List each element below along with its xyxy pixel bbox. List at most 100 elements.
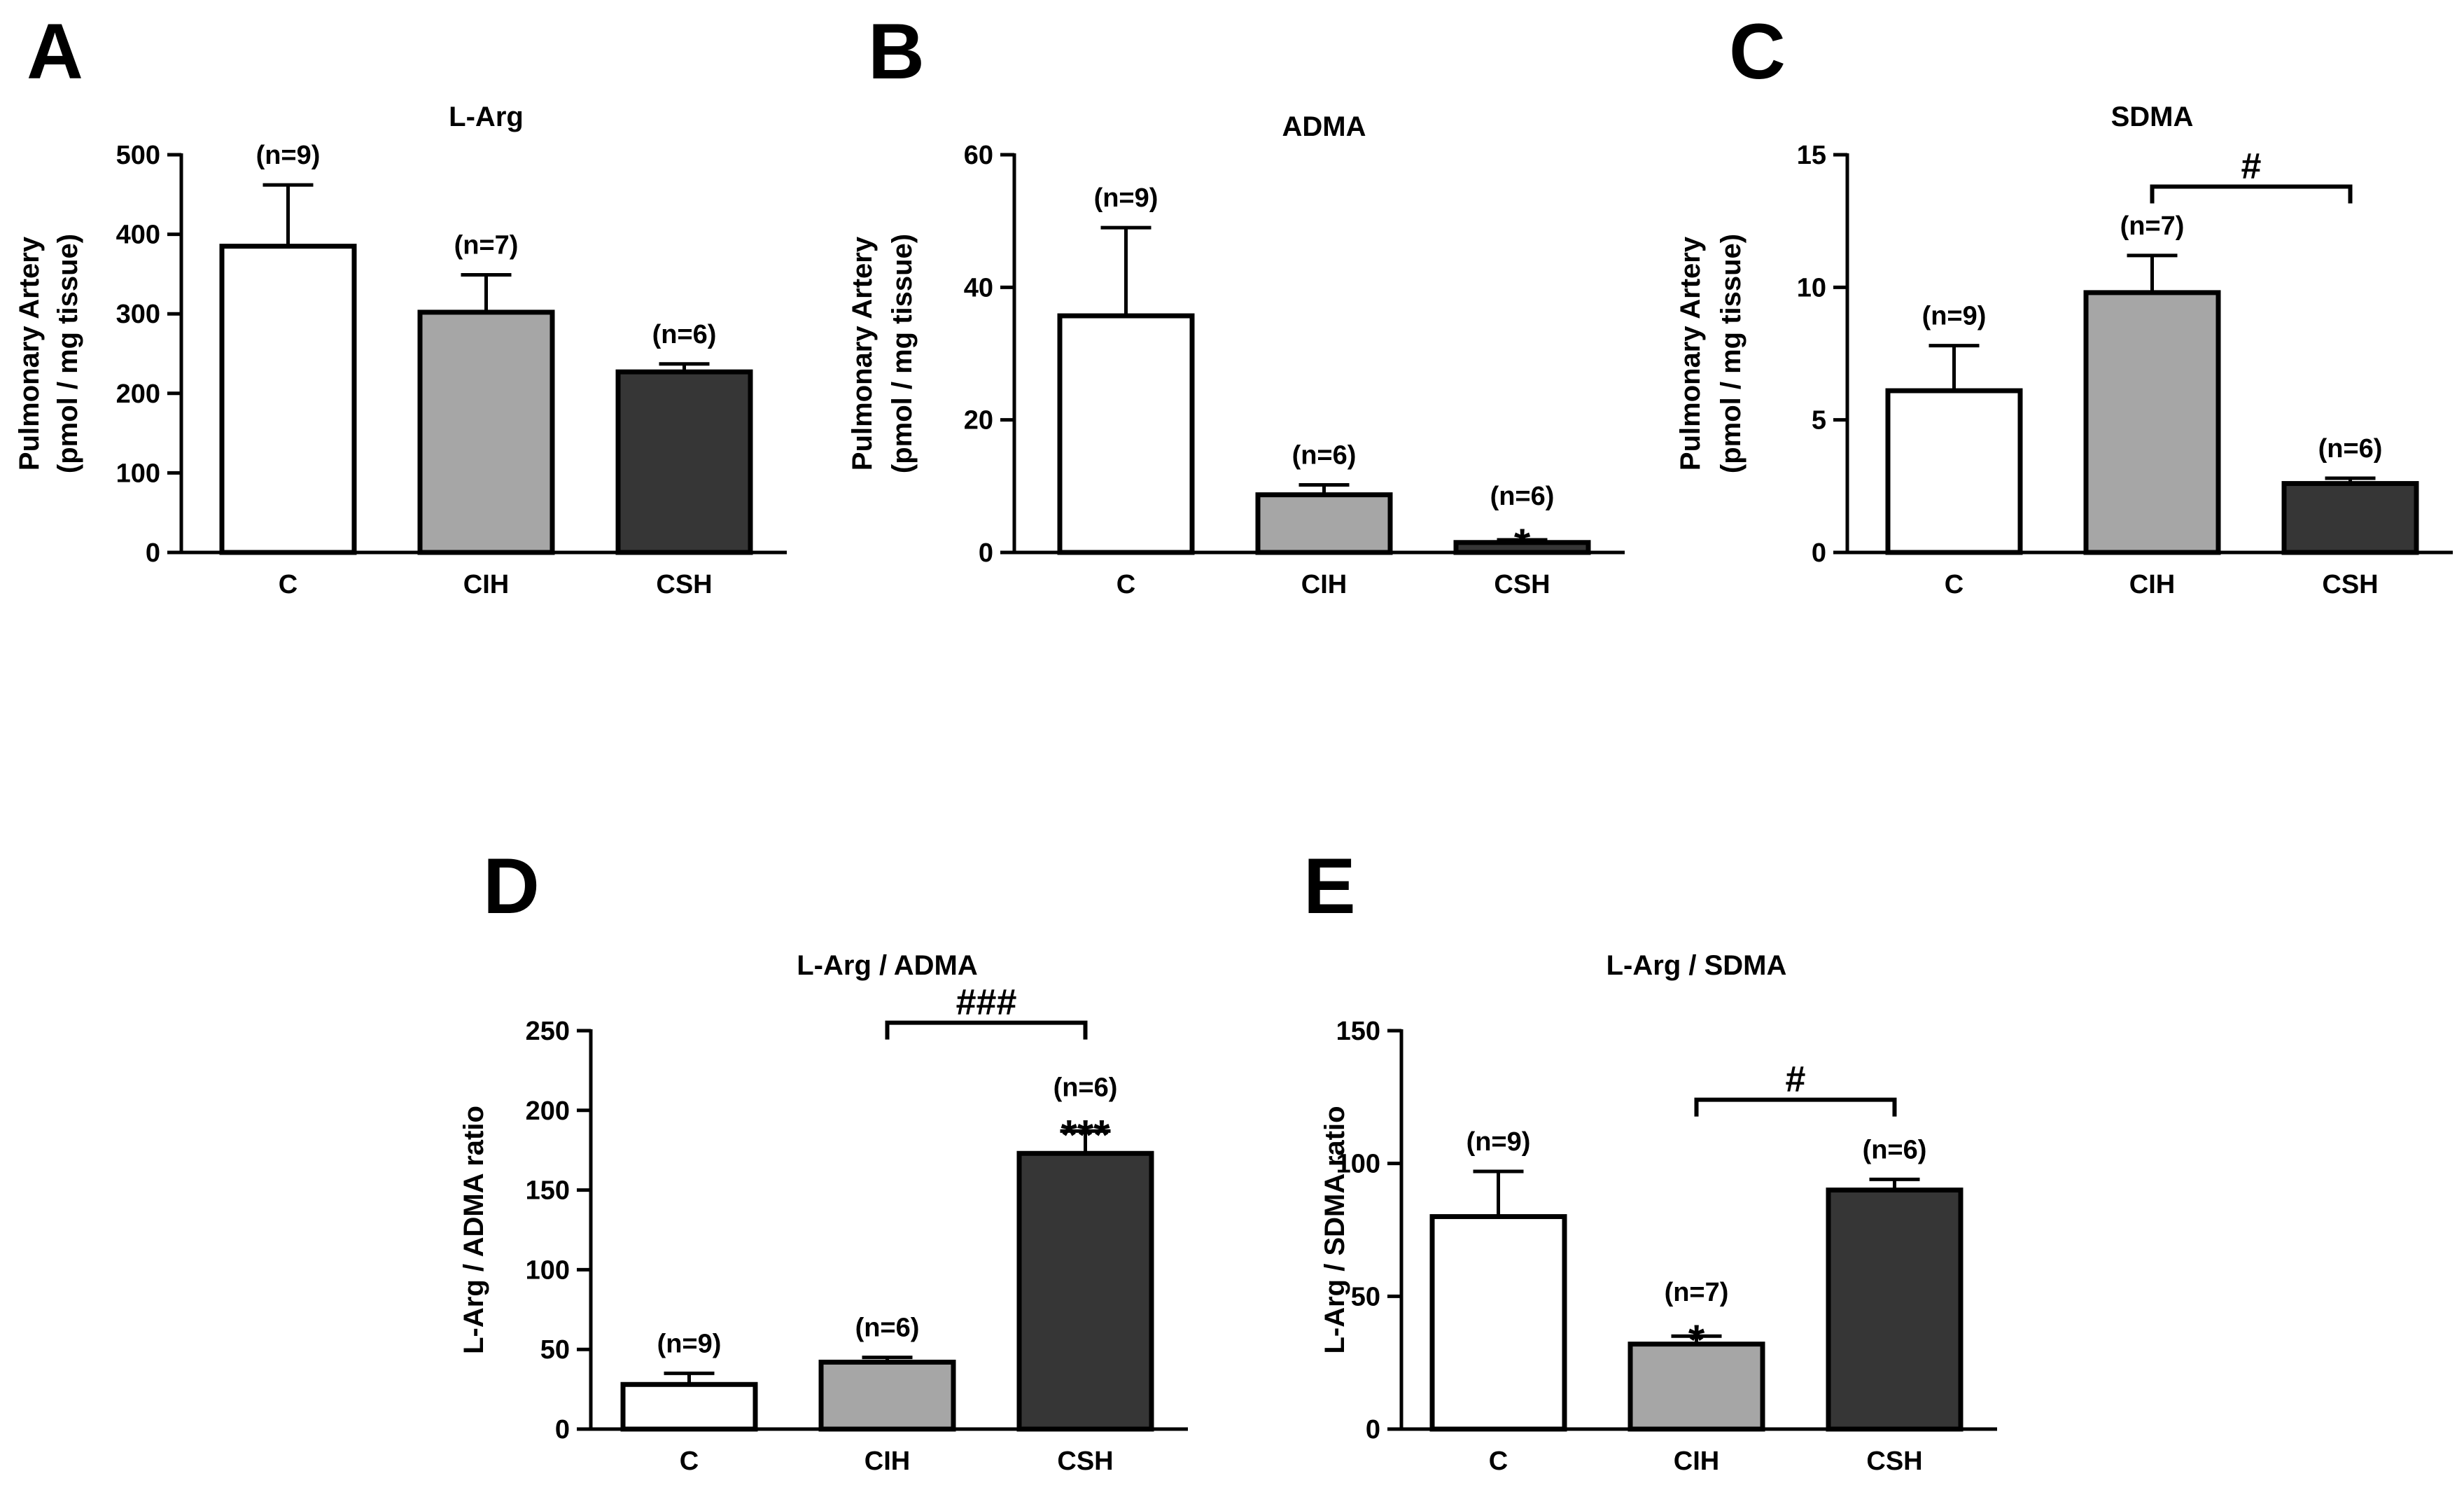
- bar-c: [219, 244, 357, 555]
- panel-letter-e: E: [1303, 842, 1356, 930]
- n-label: (n=6): [2318, 434, 2383, 464]
- y-axis-label-line2: (pmol / mg tissue): [1716, 234, 1746, 473]
- bar-c: [1429, 1214, 1567, 1432]
- n-label: (n=9): [1466, 1127, 1531, 1157]
- y-tick-label: 250: [526, 1017, 570, 1046]
- n-label: (n=7): [454, 231, 519, 260]
- n-label: (n=6): [1863, 1135, 1927, 1164]
- comparison-bracket: [2150, 184, 2353, 204]
- y-tick-label: 300: [116, 300, 160, 329]
- y-tick-label: 100: [1336, 1150, 1380, 1179]
- comparison-label: #: [2241, 146, 2262, 186]
- x-tick-label: C: [1116, 570, 1135, 599]
- chart-title: L-Arg / SDMA: [1606, 950, 1787, 981]
- panel-letter-c: C: [1729, 8, 1786, 95]
- x-tick-label: CSH: [1494, 570, 1550, 599]
- x-tick-label: CIH: [463, 570, 509, 599]
- n-label: (n=6): [855, 1314, 920, 1343]
- bar-csh: [1016, 1150, 1154, 1432]
- y-tick-label: 0: [146, 538, 160, 568]
- comparison-bracket: [1694, 1097, 1897, 1117]
- n-label: (n=9): [256, 141, 321, 170]
- y-tick-label: 150: [1336, 1017, 1380, 1046]
- x-tick-label: C: [1489, 1447, 1508, 1476]
- x-tick-label: CSH: [656, 570, 712, 599]
- y-axis-label-line1: Pulmonary Artery: [1675, 236, 1706, 471]
- chart-title: ADMA: [1282, 111, 1366, 142]
- panel-letter-a: A: [27, 8, 83, 95]
- y-tick-label: 40: [964, 273, 993, 302]
- bar-c: [1057, 313, 1195, 555]
- x-tick-label: C: [279, 570, 298, 599]
- n-label: (n=6): [1054, 1073, 1118, 1102]
- bar-csh: [1453, 540, 1591, 555]
- n-label: (n=9): [1922, 302, 1987, 331]
- bar-csh: [615, 369, 753, 555]
- y-tick-label: 50: [1351, 1282, 1380, 1311]
- x-tick-label: C: [1945, 570, 1963, 599]
- x-tick-label: CIH: [864, 1447, 910, 1476]
- y-tick-label: 400: [116, 221, 160, 250]
- bar-c: [1885, 388, 2023, 555]
- comparison-label: ###: [956, 982, 1017, 1023]
- y-axis-label-line2: (pmol / mg tissue): [52, 234, 83, 473]
- significance-stars: ***: [1060, 1111, 1110, 1158]
- y-tick-label: 10: [1797, 273, 1826, 302]
- y-tick-label: 200: [116, 380, 160, 409]
- comparison-bracket: [885, 1020, 1088, 1040]
- bar-cih: [2083, 290, 2221, 555]
- panel-a: A L-Arg Pulmonary Artery (pmol / mg tissue)…: [14, 8, 787, 599]
- panel-b: B ADMA Pulmonary Artery (pmol / mg tissue) 0…: [847, 8, 1625, 599]
- panel-e: E L-Arg / SDMA L-Arg / SDMA ratio 0 50 100 150…: [1303, 842, 1997, 1476]
- panel-letter-d: D: [483, 842, 540, 930]
- y-tick-label: 150: [526, 1176, 570, 1206]
- panel-letter-b: B: [868, 8, 925, 95]
- x-tick-label: CSH: [1866, 1447, 1922, 1476]
- n-label: (n=7): [2120, 211, 2185, 241]
- x-tick-label: C: [680, 1447, 699, 1476]
- y-tick-label: 500: [116, 141, 160, 170]
- chart-title: L-Arg / ADMA: [797, 950, 977, 981]
- y-axis-label-line1: Pulmonary Artery: [847, 236, 878, 471]
- y-tick-label: 0: [1812, 538, 1826, 568]
- panel-d: D L-Arg / ADMA L-Arg / ADMA ratio 0 50 100 150…: [458, 842, 1188, 1476]
- y-tick-label: 15: [1797, 141, 1826, 170]
- y-tick-label: 100: [116, 459, 160, 488]
- bar-cih: [1255, 492, 1393, 555]
- chart-title: SDMA: [2111, 102, 2194, 132]
- x-tick-label: CIH: [2129, 570, 2175, 599]
- bar-cih: [1628, 1342, 1765, 1432]
- y-tick-label: 0: [555, 1415, 570, 1444]
- y-tick-label: 50: [540, 1335, 570, 1365]
- chart-title: L-Arg: [449, 102, 524, 132]
- y-tick-label: 20: [964, 406, 993, 436]
- significance-stars: *: [1688, 1316, 1705, 1363]
- n-label: (n=6): [652, 320, 717, 349]
- bar-csh: [1826, 1188, 1963, 1432]
- significance-stars: *: [1514, 520, 1531, 567]
- y-axis-label: L-Arg / ADMA ratio: [458, 1106, 489, 1354]
- y-axis-label: L-Arg / SDMA ratio: [1320, 1106, 1350, 1353]
- y-axis-label-line1: Pulmonary Artery: [14, 236, 45, 471]
- x-tick-label: CIH: [1674, 1447, 1719, 1476]
- n-label: (n=9): [657, 1329, 722, 1358]
- n-label: (n=7): [1665, 1278, 1729, 1307]
- y-tick-label: 200: [526, 1096, 570, 1126]
- y-axis-label-line2: (pmol / mg tissue): [887, 234, 918, 473]
- x-tick-label: CIH: [1301, 570, 1347, 599]
- n-label: (n=9): [1094, 183, 1158, 213]
- y-tick-label: 100: [526, 1255, 570, 1285]
- y-tick-label: 60: [964, 141, 993, 170]
- y-tick-label: 0: [1366, 1415, 1380, 1444]
- bar-csh: [2281, 481, 2419, 555]
- x-tick-label: CSH: [2322, 570, 2378, 599]
- n-label: (n=6): [1490, 482, 1555, 511]
- comparison-label: #: [1786, 1059, 1806, 1100]
- bar-c: [620, 1381, 758, 1432]
- y-tick-label: 0: [979, 538, 993, 568]
- n-label: (n=6): [1292, 440, 1357, 470]
- panel-c: C SDMA Pulmonary Artery (pmol / mg tissue) 0…: [1675, 8, 2453, 599]
- y-tick-label: 5: [1812, 406, 1826, 436]
- bar-cih: [818, 1359, 956, 1432]
